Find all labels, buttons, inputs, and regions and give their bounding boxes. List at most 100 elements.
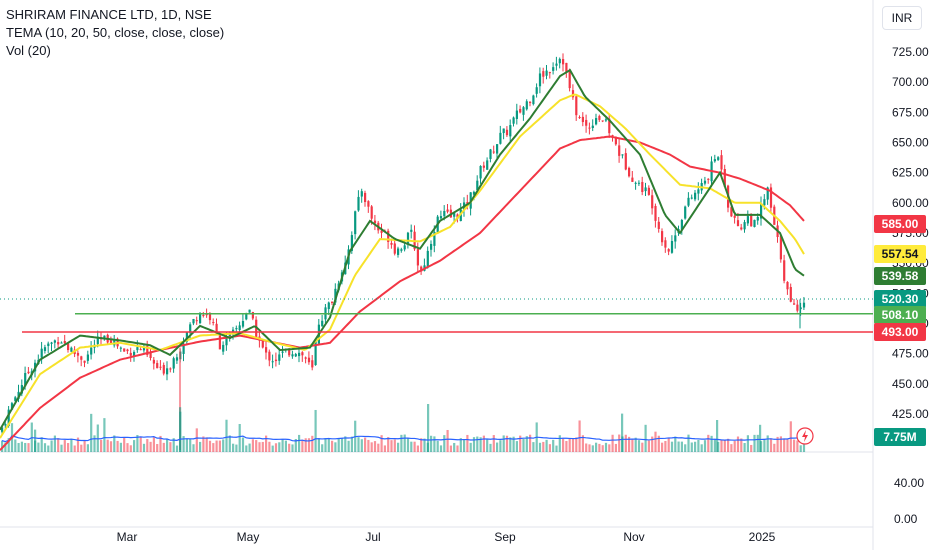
volume-bar <box>558 435 561 452</box>
volume-bar <box>116 440 119 452</box>
volume-bar <box>618 434 621 452</box>
volume-bar <box>367 439 370 452</box>
candle-body <box>139 349 142 351</box>
price-tick-label: 675.00 <box>892 105 929 119</box>
candle-body <box>245 313 248 320</box>
candle-body <box>548 72 551 74</box>
candle-body <box>532 95 535 105</box>
candle-body <box>367 201 370 207</box>
volume-bar <box>298 434 301 452</box>
candle-body <box>604 119 608 121</box>
candle-body <box>595 118 598 125</box>
volume-bar <box>166 438 169 452</box>
volume-bar <box>63 440 66 452</box>
volume-bar <box>433 436 436 452</box>
volume-bar <box>162 442 165 452</box>
candle-body <box>199 313 202 324</box>
volume-bar <box>90 413 93 452</box>
candle-body <box>502 128 505 134</box>
candle-body <box>334 288 337 303</box>
volume-tag-label: 7.75M <box>883 430 916 444</box>
candle-body <box>628 167 631 177</box>
candle-body <box>149 352 152 359</box>
volume-bar <box>67 443 70 452</box>
candle-body <box>152 359 155 364</box>
volume-bar <box>427 404 430 452</box>
candle-body <box>585 119 588 126</box>
candle-body <box>657 221 660 229</box>
candle-body <box>552 67 555 71</box>
candle-body <box>387 230 390 242</box>
candle-body <box>601 120 604 122</box>
candle-body <box>575 96 578 116</box>
candle-body <box>410 229 413 232</box>
candle-body <box>779 235 782 260</box>
candle-body <box>453 213 456 217</box>
volume-bar <box>294 438 297 452</box>
volume-tag: 7.75M <box>874 428 926 446</box>
volume-bar <box>529 434 532 452</box>
volume-bar <box>142 443 146 452</box>
price-tag-label: 520.30 <box>882 292 919 306</box>
candle-body <box>57 342 60 345</box>
volume-bar <box>199 441 202 452</box>
candle-body <box>760 203 763 219</box>
candle-body <box>717 157 720 160</box>
volume-bar <box>83 440 86 452</box>
symbol-title[interactable]: SHRIRAM FINANCE LTD, 1D, NSE <box>6 7 212 22</box>
volume-bar <box>479 437 482 452</box>
volume-bar <box>235 444 238 452</box>
volume-bar <box>684 444 687 452</box>
volume-bar <box>103 418 106 452</box>
volume-bar <box>47 445 50 452</box>
price-tick-label: 475.00 <box>892 347 929 361</box>
candle-body <box>311 360 314 368</box>
candle-body <box>406 232 410 244</box>
volume-bar <box>317 438 320 452</box>
volume-bar <box>80 444 83 452</box>
volume-bar <box>202 436 205 452</box>
candle-body <box>492 151 495 153</box>
volume-bar <box>548 444 551 452</box>
candle-body <box>294 354 297 357</box>
volume-bar <box>769 438 773 452</box>
volume-bar <box>377 443 380 452</box>
volume-indicator-label[interactable]: Vol (20) <box>6 43 51 58</box>
candle-body <box>291 354 294 357</box>
candle-body <box>733 215 736 218</box>
volume-bar <box>334 442 337 452</box>
tema-indicator-label[interactable]: TEMA (10, 20, 50, close, close, close) <box>6 25 225 40</box>
volume-bar <box>723 439 726 452</box>
price-tick-label: 425.00 <box>892 407 929 421</box>
flash-icon[interactable] <box>796 427 814 445</box>
volume-bar <box>423 438 426 452</box>
volume-bar <box>248 443 251 452</box>
candle-body <box>588 127 591 129</box>
candle-body <box>591 125 594 128</box>
candle-body <box>304 357 307 359</box>
currency-button[interactable]: INR <box>882 6 922 30</box>
candle-body <box>129 352 132 356</box>
volume-bar <box>185 438 188 452</box>
volume-bar <box>661 442 664 452</box>
candle-body <box>568 70 571 89</box>
candle-body <box>20 385 23 394</box>
volume-bar <box>232 443 235 452</box>
time-tick-label: Nov <box>623 530 644 544</box>
volume-bar <box>637 440 641 452</box>
volume-bar <box>796 440 799 452</box>
candle-body <box>476 180 479 191</box>
volume-bar <box>614 443 617 452</box>
volume-bar <box>542 441 545 452</box>
volume-bar <box>113 435 116 452</box>
volume-bar <box>109 441 113 452</box>
volume-bar <box>76 437 80 452</box>
candle-body <box>301 352 304 356</box>
volume-bar <box>505 435 509 452</box>
candle-body <box>505 129 509 136</box>
candle-body <box>439 216 443 219</box>
candle-body <box>578 117 581 119</box>
candle-body <box>218 333 221 350</box>
volume-bar <box>486 439 489 452</box>
